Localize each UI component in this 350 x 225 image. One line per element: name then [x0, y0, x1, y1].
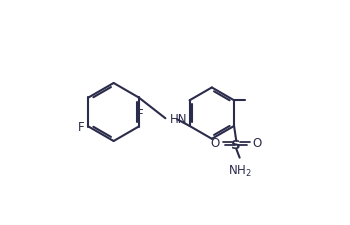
Text: F: F [136, 107, 143, 120]
Text: O: O [211, 137, 220, 150]
Text: S: S [231, 139, 241, 152]
Text: NH$_2$: NH$_2$ [228, 163, 252, 178]
Text: F: F [77, 120, 84, 133]
Text: HN: HN [169, 113, 187, 126]
Text: O: O [253, 137, 262, 150]
